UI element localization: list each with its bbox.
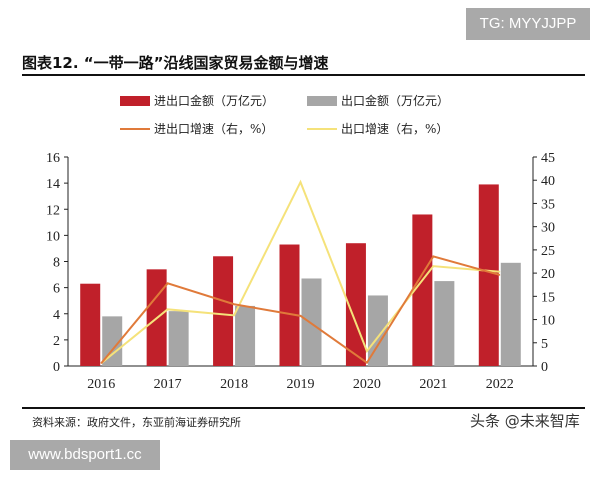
line-point [167, 282, 169, 284]
left-tick-label: 16 [46, 151, 60, 166]
legend-swatch [307, 95, 337, 106]
left-tick-label: 0 [53, 360, 60, 375]
watermark-top: TG: MYYJJPP [466, 8, 590, 40]
x-tick-label: 2016 [87, 377, 115, 392]
right-tick-label: 10 [541, 314, 555, 329]
bar-export [434, 281, 455, 366]
left-tick-label: 4 [53, 308, 60, 323]
line-point [366, 350, 368, 352]
x-tick-label: 2018 [220, 377, 248, 392]
line-point [167, 308, 169, 310]
right-tick-label: 25 [541, 244, 555, 259]
line-point [499, 274, 501, 276]
bar-import-export [279, 244, 300, 366]
right-tick-label: 20 [541, 267, 555, 282]
legend-item-1: 出口金额（万亿元） [307, 92, 449, 109]
left-tick-label: 10 [46, 229, 60, 244]
left-tick-label: 6 [53, 282, 60, 297]
watermark-bottom: www.bdsport1.cc [10, 440, 160, 470]
bar-export [235, 305, 256, 366]
legend-item-2: 进出口增速（右，%） [120, 120, 273, 137]
bar-export [367, 295, 388, 366]
legend-swatch [120, 95, 150, 106]
title-rule [22, 74, 585, 76]
x-tick-label: 2020 [353, 377, 381, 392]
legend-label: 进出口金额（万亿元） [154, 94, 275, 108]
legend-label: 进出口增速（右，%） [154, 122, 274, 136]
line-point [233, 314, 235, 316]
line-point [100, 362, 102, 364]
line-point [300, 181, 301, 183]
legend-item-3: 出口增速（右，%） [307, 120, 448, 137]
line-point [300, 315, 301, 317]
legend-swatch [120, 127, 150, 130]
right-tick-label: 40 [541, 174, 555, 189]
legend-swatch [307, 127, 337, 130]
bar-import-export [80, 283, 101, 366]
line-point [233, 303, 235, 305]
chart-title: 图表12. “一带一路”沿线国家贸易金额与增速 [22, 54, 329, 72]
watermark-platform: 头条 @未来智库 [470, 412, 580, 430]
left-tick-label: 12 [46, 203, 60, 218]
x-tick-label: 2022 [486, 377, 514, 392]
x-tick-label: 2021 [419, 377, 447, 392]
right-tick-label: 0 [541, 360, 548, 375]
source-rule [22, 407, 585, 409]
left-tick-label: 2 [53, 334, 60, 349]
line-point [432, 265, 434, 267]
left-tick-label: 8 [53, 256, 60, 271]
bar-import-export [213, 256, 234, 366]
legend-label: 出口金额（万亿元） [341, 94, 450, 108]
bar-export [102, 316, 123, 366]
bar-import-export [412, 214, 433, 366]
line-point [432, 255, 434, 257]
right-tick-label: 15 [541, 290, 555, 305]
bar-import-export [478, 184, 499, 366]
bar-export [168, 311, 189, 366]
legend-label: 出口增速（右，%） [341, 122, 449, 136]
legend-item-0: 进出口金额（万亿元） [120, 92, 274, 109]
bar-export [301, 278, 322, 366]
right-tick-label: 30 [541, 221, 555, 236]
x-tick-label: 2019 [287, 377, 315, 392]
x-tick-label: 2017 [154, 377, 182, 392]
line-point [499, 271, 501, 273]
bar-export [500, 262, 521, 366]
line-point [366, 362, 368, 364]
right-tick-label: 45 [541, 151, 555, 166]
left-tick-label: 14 [46, 177, 60, 192]
right-tick-label: 35 [541, 197, 555, 212]
right-tick-label: 5 [541, 337, 548, 352]
source-note: 资料来源：政府文件，东亚前海证券研究所 [32, 416, 241, 429]
